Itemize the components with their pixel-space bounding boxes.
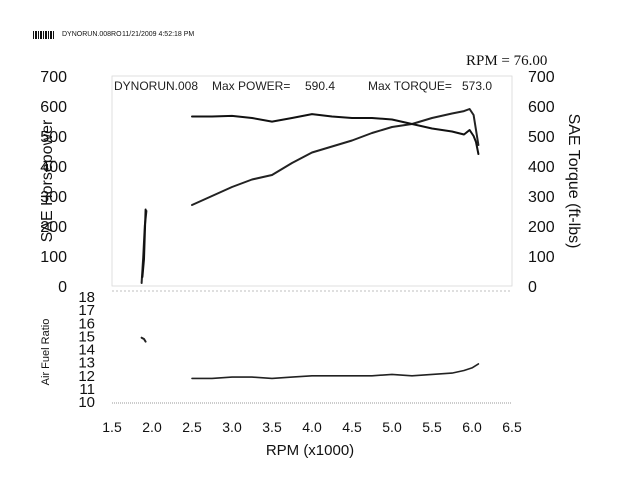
afr-curve-start: [140, 336, 147, 343]
torque-curve: [191, 113, 480, 155]
hp-tick-label: 600: [40, 99, 67, 116]
x-tick-label: 2.0: [142, 419, 162, 435]
hp-tick-label: 700: [40, 69, 67, 86]
left-axis-title: SAE Horsepower: [39, 119, 56, 242]
afr-tick-label: 17: [78, 302, 95, 319]
barcode-icon: [33, 31, 55, 39]
max-power-value: 590.4: [305, 79, 335, 93]
max-power-label: Max POWER=: [212, 79, 290, 93]
torque-tick-label: 0: [528, 279, 537, 296]
hp-tick-label: 500: [40, 129, 67, 146]
afr-tick-label: 10: [78, 394, 95, 411]
x-tick-label: 4.5: [342, 419, 362, 435]
afr-axis-title: Air Fuel Ratio: [40, 319, 52, 386]
x-tick-label: 3.5: [262, 419, 282, 435]
x-axis-title: RPM (x1000): [266, 442, 354, 459]
hp-tick-label: 200: [40, 219, 67, 236]
max-torque-value: 573.0: [462, 79, 492, 93]
horsepower-curve: [191, 108, 480, 206]
x-tick-label: 6.0: [462, 419, 482, 435]
torque-curve-start: [141, 208, 147, 278]
afr-tick-label: 16: [78, 315, 95, 332]
top-panel-frame: [111, 75, 513, 287]
date-time: 11/21/2009 4:52:18 PM: [122, 31, 195, 38]
torque-tick-label: 600: [528, 99, 555, 116]
hp-tick-label: 100: [40, 249, 67, 266]
afr-tick-label: 18: [78, 289, 95, 306]
run-title: DYNORUN.008: [114, 79, 198, 93]
file-name: DYNORUN.008RO: [62, 31, 122, 38]
afr-curve: [191, 363, 480, 380]
torque-tick-label: 500: [528, 129, 555, 146]
hp-tick-label: 400: [40, 159, 67, 176]
torque-tick-label: 300: [528, 189, 555, 206]
max-torque-label: Max TORQUE=: [368, 79, 452, 93]
x-tick-label: 5.0: [382, 419, 402, 435]
afr-tick-label: 15: [78, 328, 95, 345]
afr-tick-label: 12: [78, 368, 95, 385]
torque-tick-label: 100: [528, 249, 555, 266]
afr-tick-label: 11: [79, 381, 95, 398]
rpm-readout: RPM = 76.00: [466, 53, 548, 69]
torque-tick-label: 700: [528, 69, 555, 86]
right-axis-title: SAE Torque (ft-lbs): [565, 114, 582, 249]
hp-tick-label: 0: [58, 279, 67, 296]
torque-tick-label: 200: [528, 219, 555, 236]
x-tick-label: 5.5: [422, 419, 442, 435]
x-tick-label: 3.0: [222, 419, 242, 435]
torque-tick-label: 400: [528, 159, 555, 176]
afr-tick-label: 14: [78, 342, 95, 359]
x-tick-label: 6.5: [502, 419, 522, 435]
afr-tick-label: 13: [78, 355, 95, 372]
x-tick-label: 4.0: [302, 419, 322, 435]
x-tick-label: 1.5: [102, 419, 122, 435]
x-tick-label: 2.5: [182, 419, 202, 435]
hp-tick-label: 300: [40, 189, 67, 206]
